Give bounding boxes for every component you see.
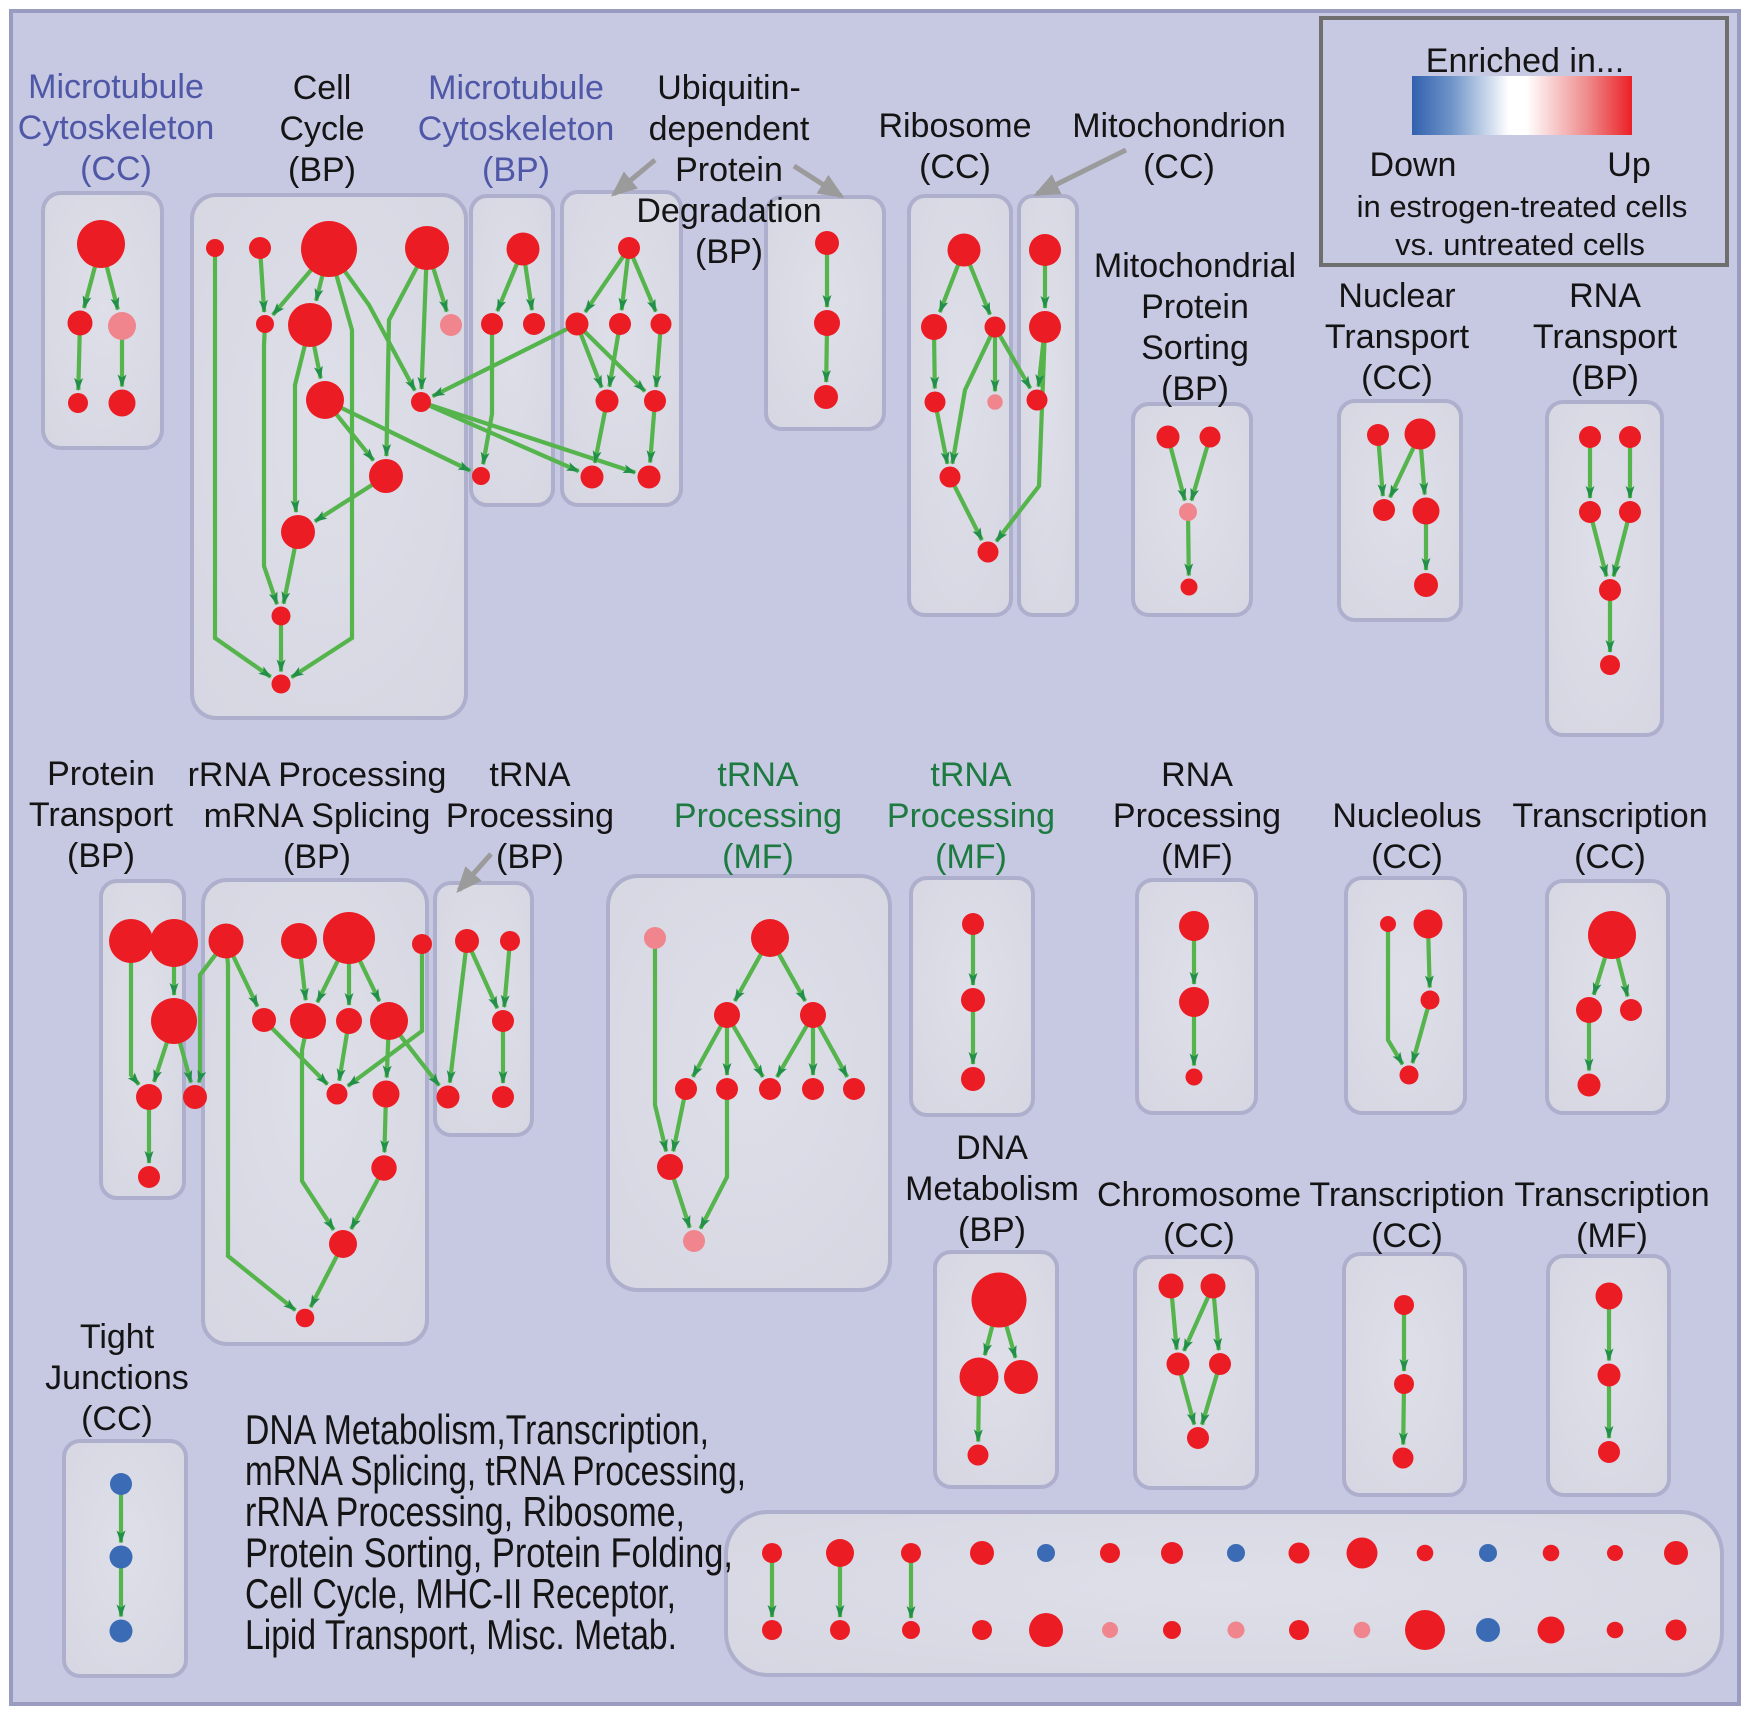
svg-text:(CC): (CC) [1163,1217,1235,1255]
svg-text:Transport: Transport [29,796,174,834]
svg-text:(BP): (BP) [283,838,351,876]
svg-text:Mitochondrion: Mitochondrion [1072,107,1286,145]
svg-text:mRNA Splicing: mRNA Splicing [204,797,431,835]
svg-text:Cytoskeleton: Cytoskeleton [18,109,215,147]
svg-text:Degradation: Degradation [636,192,821,230]
svg-text:vs. untreated cells: vs. untreated cells [1395,227,1645,262]
svg-text:mRNA Splicing, tRNA Processing: mRNA Splicing, tRNA Processing, [245,1447,746,1494]
svg-text:tRNA: tRNA [930,756,1012,794]
svg-text:Up: Up [1607,146,1650,184]
svg-text:(BP): (BP) [67,837,135,875]
svg-text:tRNA: tRNA [717,756,799,794]
svg-text:RNA: RNA [1161,756,1233,794]
svg-text:dependent: dependent [649,110,810,148]
svg-text:(CC): (CC) [1371,838,1443,876]
svg-text:(CC): (CC) [1143,148,1215,186]
svg-text:Junctions: Junctions [45,1359,189,1397]
svg-text:(MF): (MF) [1161,838,1233,876]
svg-text:Transport: Transport [1533,318,1678,356]
svg-text:Transcription: Transcription [1309,1176,1504,1214]
svg-text:RNA: RNA [1569,277,1641,315]
svg-text:(CC): (CC) [81,1400,153,1438]
svg-text:Metabolism: Metabolism [905,1170,1079,1208]
svg-text:tRNA: tRNA [489,756,571,794]
svg-text:(BP): (BP) [958,1211,1026,1249]
svg-text:Tight: Tight [80,1318,155,1356]
svg-text:Mitochondrial: Mitochondrial [1094,247,1296,285]
svg-text:Nucleolus: Nucleolus [1332,797,1481,835]
svg-text:rRNA Processing: rRNA Processing [188,756,447,794]
svg-text:(BP): (BP) [1571,359,1639,397]
svg-text:(CC): (CC) [1574,838,1646,876]
svg-text:Cell Cycle, MHC-II Receptor,: Cell Cycle, MHC-II Receptor, [245,1570,676,1617]
svg-text:Cell: Cell [293,69,352,107]
svg-text:Microtubule: Microtubule [28,68,204,106]
svg-text:Chromosome: Chromosome [1097,1176,1301,1214]
svg-text:Down: Down [1370,146,1457,184]
svg-text:rRNA Processing, Ribosome,: rRNA Processing, Ribosome, [245,1488,685,1535]
svg-text:Cycle: Cycle [279,110,364,148]
svg-text:Transcription: Transcription [1512,797,1707,835]
svg-text:Cytoskeleton: Cytoskeleton [418,110,615,148]
svg-text:(BP): (BP) [1161,370,1229,408]
svg-text:(CC): (CC) [1371,1217,1443,1255]
svg-text:Processing: Processing [1113,797,1281,835]
svg-text:(BP): (BP) [288,151,356,189]
svg-text:Microtubule: Microtubule [428,69,604,107]
svg-text:(MF): (MF) [935,838,1007,876]
svg-text:DNA Metabolism,Transcription,: DNA Metabolism,Transcription, [245,1406,709,1453]
svg-text:(CC): (CC) [80,150,152,188]
svg-text:(BP): (BP) [482,151,550,189]
svg-text:Enriched in...: Enriched in... [1426,42,1624,80]
svg-text:Processing: Processing [674,797,842,835]
svg-text:Lipid Transport, Misc. Metab.: Lipid Transport, Misc. Metab. [245,1611,677,1658]
svg-text:Protein: Protein [1141,288,1249,326]
svg-text:Ribosome: Ribosome [878,107,1031,145]
svg-text:Protein: Protein [47,755,155,793]
svg-text:in estrogen-treated cells: in estrogen-treated cells [1357,189,1688,224]
svg-text:Protein Sorting, Protein Foldi: Protein Sorting, Protein Folding, [245,1529,733,1576]
svg-text:Transcription: Transcription [1514,1176,1709,1214]
svg-text:Protein: Protein [675,151,783,189]
svg-text:(CC): (CC) [919,148,991,186]
svg-text:(BP): (BP) [695,233,763,271]
svg-text:DNA: DNA [956,1129,1028,1167]
svg-text:(CC): (CC) [1361,359,1433,397]
svg-text:Ubiquitin-: Ubiquitin- [657,69,801,107]
svg-text:(BP): (BP) [496,838,564,876]
svg-text:Processing: Processing [446,797,614,835]
svg-text:Sorting: Sorting [1141,329,1249,367]
svg-text:(MF): (MF) [722,838,794,876]
svg-text:(MF): (MF) [1576,1217,1648,1255]
svg-text:Transport: Transport [1325,318,1470,356]
svg-text:Processing: Processing [887,797,1055,835]
svg-text:Nuclear: Nuclear [1338,277,1455,315]
